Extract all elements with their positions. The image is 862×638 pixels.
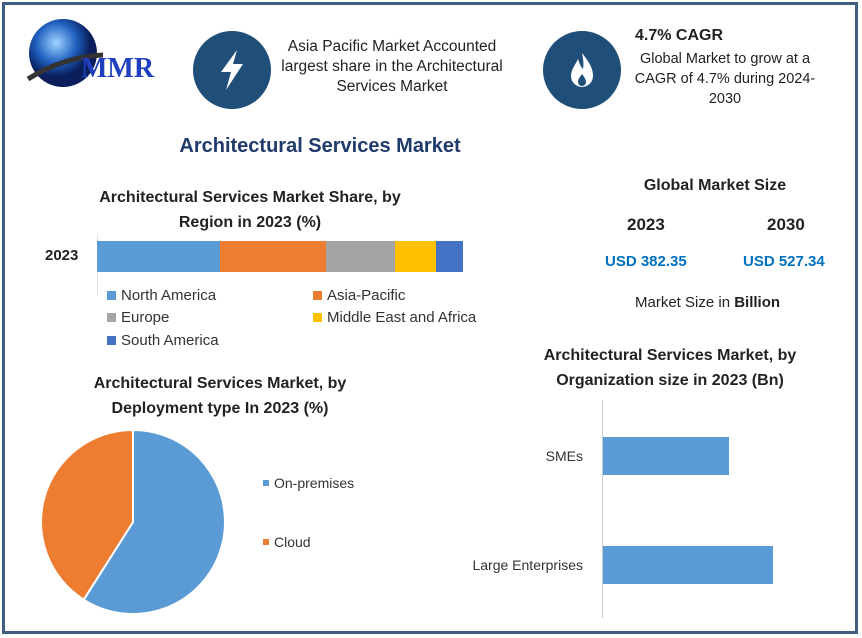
legend-item: Europe	[107, 309, 169, 326]
logo-text: MMR	[81, 53, 155, 84]
bar-segment-middle-east-and-africa	[394, 241, 436, 272]
legend-item: North America	[107, 287, 216, 304]
legend-item: Asia-Pacific	[313, 287, 405, 304]
region-category-label: 2023	[45, 247, 79, 264]
bar-segment-north-america	[97, 241, 220, 272]
market-size-title: Global Market Size	[643, 177, 787, 194]
region-chart-title: Architectural Services Market Share, by …	[99, 189, 401, 231]
region-stacked-bar	[97, 241, 463, 272]
bar-segment-south-america	[435, 241, 463, 272]
org-chart-title: Architectural Services Market, by Organi…	[543, 347, 797, 389]
deployment-chart-title: Architectural Services Market, by Deploy…	[93, 375, 347, 417]
lightning-icon	[193, 31, 271, 109]
bar-segment-europe	[326, 241, 395, 272]
value-2030: USD 527.34	[743, 253, 825, 270]
legend-item: South America	[107, 332, 219, 349]
org-axis	[602, 400, 603, 618]
cagr-title: 4.7% CAGR	[635, 27, 724, 44]
pie-slice-cloud	[40, 428, 134, 602]
pie-legend-item: Cloud	[263, 534, 311, 550]
year-2023: 2023	[627, 215, 665, 234]
year-2030: 2030	[767, 215, 805, 234]
page-title: Architectural Services Market	[179, 135, 461, 157]
mmr-logo: MMR	[26, 19, 155, 87]
pie-legend-item: On-premises	[263, 475, 354, 491]
legend-item: Middle East and Africa	[313, 309, 476, 326]
org-category-label: Large Enterprises	[472, 557, 583, 573]
org-category-label: SMEs	[545, 448, 583, 464]
org-bar-smes	[603, 437, 729, 475]
market-size-note: Market Size in Billion	[635, 294, 781, 311]
flame-icon	[543, 31, 621, 109]
org-bar-large-enterprises	[603, 546, 773, 584]
bar-segment-asia-pacific	[219, 241, 327, 272]
pie-slice-on-premises	[82, 428, 225, 613]
cagr-text: Global Market to grow at a CAGR of 4.7% …	[634, 51, 816, 107]
value-2023: USD 382.35	[605, 253, 687, 270]
fact-text: Asia Pacific Market Accounted largest sh…	[281, 38, 503, 95]
deployment-pie	[40, 428, 225, 613]
